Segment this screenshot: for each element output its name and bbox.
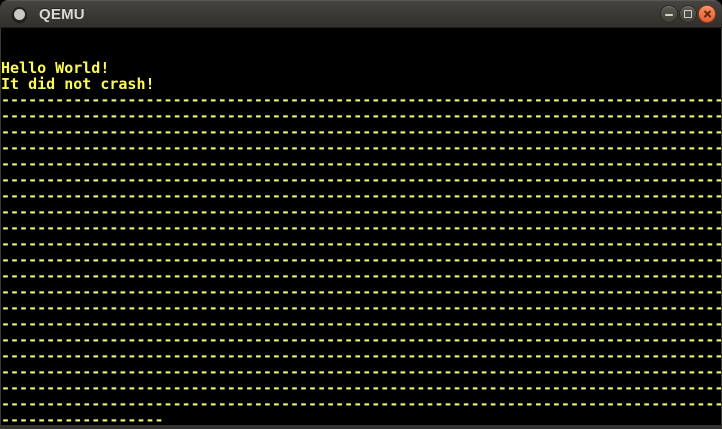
- screen-line: [1, 28, 721, 44]
- close-button[interactable]: [698, 5, 716, 23]
- screen-line: ----------------------------------------…: [1, 235, 721, 253]
- screen-line: ----------------------------------------…: [1, 139, 721, 157]
- screen-line: ----------------------------------------…: [1, 91, 721, 109]
- screen-line: ----------------------------------------…: [1, 347, 721, 365]
- screen-line: ----------------------------------------…: [1, 315, 721, 333]
- screen-line: ----------------------------------------…: [1, 107, 721, 125]
- screen-line: Hello World!: [1, 59, 110, 77]
- screen-line: ----------------------------------------…: [1, 187, 721, 205]
- titlebar[interactable]: QEMU: [0, 0, 722, 28]
- vga-screen[interactable]: Hello World! It did not crash! -----------…: [1, 28, 721, 425]
- screen-line: ----------------------------------------…: [1, 203, 721, 221]
- app-icon: [12, 6, 27, 22]
- screen-line: ----------------------------------------…: [1, 283, 721, 301]
- screen-line: ----------------------------------------…: [1, 251, 721, 269]
- screen-wrap: Hello World! It did not crash! -----------…: [0, 28, 722, 425]
- screen-line: ----------------------------------------…: [1, 331, 721, 349]
- screen-line: ----------------------------------------…: [1, 219, 721, 237]
- screen-line: ----------------------------------------…: [1, 395, 721, 413]
- screen-line: ----------------------------------------…: [1, 171, 721, 189]
- screen-line: ----------------------------------------…: [1, 155, 721, 173]
- screen-line: ------------------: [1, 411, 164, 425]
- screen-line: ----------------------------------------…: [1, 379, 721, 397]
- screen-line: ----------------------------------------…: [1, 267, 721, 285]
- window-bottom-border: [0, 425, 722, 429]
- screen-line: ----------------------------------------…: [1, 123, 721, 141]
- screen-line: ----------------------------------------…: [1, 299, 721, 317]
- maximize-button[interactable]: [679, 5, 697, 23]
- minimize-button[interactable]: [660, 5, 678, 23]
- screen-line: ----------------------------------------…: [1, 363, 721, 381]
- minimize-icon: [665, 14, 673, 16]
- screen-line: [1, 44, 721, 60]
- window-title: QEMU: [39, 5, 85, 23]
- screen-line: It did not crash!: [1, 75, 155, 93]
- window-controls: [660, 5, 716, 23]
- maximize-icon: [684, 10, 692, 18]
